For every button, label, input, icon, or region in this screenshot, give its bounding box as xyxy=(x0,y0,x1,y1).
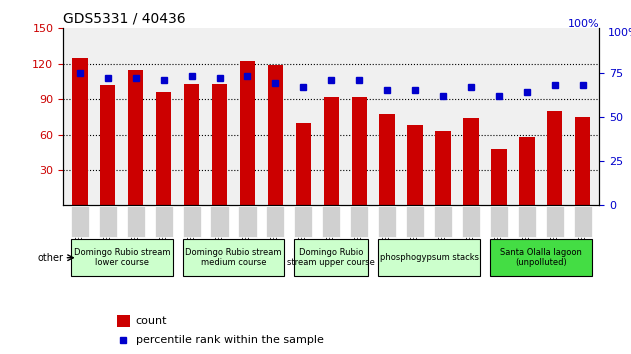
FancyBboxPatch shape xyxy=(574,206,592,237)
Bar xyxy=(463,118,479,205)
FancyBboxPatch shape xyxy=(182,206,201,237)
FancyBboxPatch shape xyxy=(294,206,312,237)
FancyBboxPatch shape xyxy=(406,206,424,237)
Bar xyxy=(351,97,367,205)
Text: other: other xyxy=(37,253,63,263)
FancyBboxPatch shape xyxy=(378,206,396,237)
Bar xyxy=(491,149,507,205)
Bar xyxy=(408,125,423,205)
FancyBboxPatch shape xyxy=(266,206,285,237)
FancyBboxPatch shape xyxy=(378,239,480,276)
FancyBboxPatch shape xyxy=(322,206,340,237)
FancyBboxPatch shape xyxy=(350,206,369,237)
FancyBboxPatch shape xyxy=(490,239,592,276)
FancyBboxPatch shape xyxy=(490,206,508,237)
Bar xyxy=(547,111,562,205)
FancyBboxPatch shape xyxy=(518,206,536,237)
Text: Domingo Rubio
stream upper course: Domingo Rubio stream upper course xyxy=(287,248,375,267)
Bar xyxy=(296,123,311,205)
Bar xyxy=(519,137,534,205)
Text: 100%: 100% xyxy=(608,28,631,38)
Text: Santa Olalla lagoon
(unpolluted): Santa Olalla lagoon (unpolluted) xyxy=(500,248,582,267)
Bar xyxy=(184,84,199,205)
Bar xyxy=(117,315,130,327)
FancyBboxPatch shape xyxy=(182,239,285,276)
FancyBboxPatch shape xyxy=(211,206,228,237)
Text: Domingo Rubio stream
medium course: Domingo Rubio stream medium course xyxy=(186,248,282,267)
Bar xyxy=(240,61,255,205)
Text: 100%: 100% xyxy=(568,18,599,29)
FancyBboxPatch shape xyxy=(239,206,257,237)
FancyBboxPatch shape xyxy=(462,206,480,237)
Text: Domingo Rubio stream
lower course: Domingo Rubio stream lower course xyxy=(74,248,170,267)
FancyBboxPatch shape xyxy=(546,206,564,237)
FancyBboxPatch shape xyxy=(434,206,452,237)
Bar xyxy=(156,92,172,205)
Text: phosphogypsum stacks: phosphogypsum stacks xyxy=(380,253,478,262)
FancyBboxPatch shape xyxy=(294,239,369,276)
Bar xyxy=(100,85,115,205)
FancyBboxPatch shape xyxy=(71,239,173,276)
FancyBboxPatch shape xyxy=(127,206,144,237)
Bar xyxy=(212,84,227,205)
Bar xyxy=(128,70,143,205)
FancyBboxPatch shape xyxy=(155,206,173,237)
FancyBboxPatch shape xyxy=(71,206,89,237)
Text: percentile rank within the sample: percentile rank within the sample xyxy=(136,335,323,345)
Bar xyxy=(379,114,395,205)
Text: count: count xyxy=(136,316,167,326)
Bar xyxy=(72,58,88,205)
Bar xyxy=(268,65,283,205)
Text: GDS5331 / 40436: GDS5331 / 40436 xyxy=(63,12,186,26)
Bar xyxy=(324,97,339,205)
Bar xyxy=(575,117,591,205)
FancyBboxPatch shape xyxy=(98,206,117,237)
Bar xyxy=(435,131,451,205)
